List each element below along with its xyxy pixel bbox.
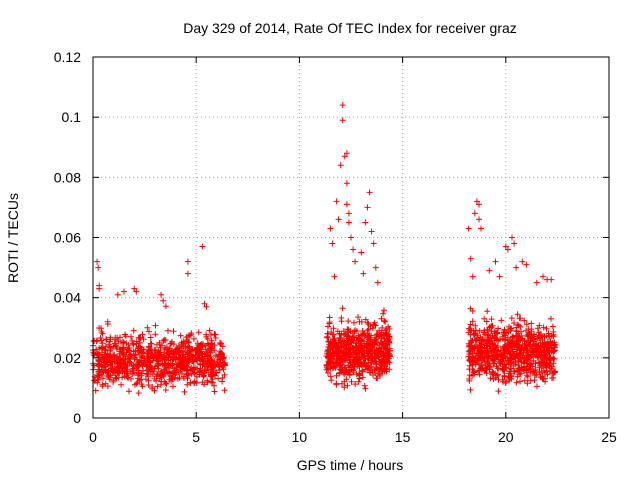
x-tick-label: 0 [89, 429, 97, 445]
x-tick-label: 5 [192, 429, 200, 445]
y-tick-label: 0.08 [54, 169, 81, 185]
chart-title: Day 329 of 2014, Rate Of TEC Index for r… [183, 20, 517, 36]
x-tick-label: 15 [395, 429, 411, 445]
x-tick-label: 25 [601, 429, 617, 445]
y-tick-label: 0.02 [54, 350, 81, 366]
data-points [90, 102, 559, 397]
x-axis-title: GPS time / hours [297, 457, 404, 473]
roti-markers [90, 102, 559, 397]
y-tick-label: 0.12 [54, 49, 81, 65]
y-tick-label: 0.06 [54, 230, 81, 246]
y-tick-label: 0.1 [62, 109, 82, 125]
y-tick-label: 0.04 [54, 290, 81, 306]
y-axis-title: ROTI / TECUs [5, 193, 21, 283]
x-tick-labels: 0 5 10 15 20 25 [89, 429, 617, 445]
x-tick-label: 20 [498, 429, 514, 445]
x-tick-label: 10 [292, 429, 308, 445]
y-tick-labels: 0 0.02 0.04 0.06 0.08 0.1 0.12 [54, 49, 81, 426]
axis-ticks [92, 56, 610, 419]
y-tick-label: 0 [73, 410, 81, 426]
